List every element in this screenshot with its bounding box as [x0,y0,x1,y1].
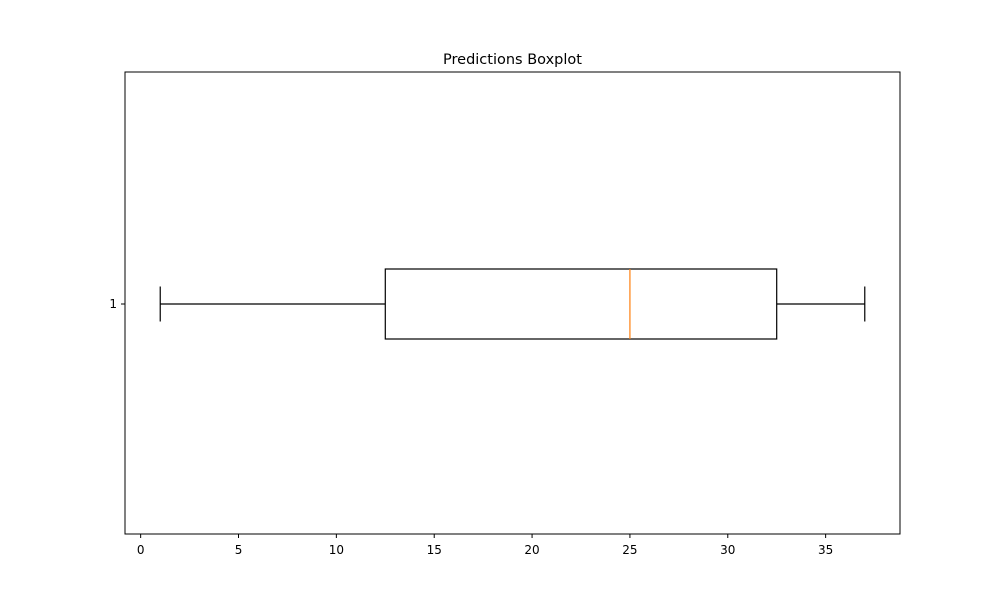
x-tick-label: 30 [720,543,735,557]
x-axis: 0 5 10 15 20 25 30 35 [137,534,833,557]
plot-area-frame [124,71,901,535]
x-tick-label: 20 [524,543,539,557]
x-tick-label: 0 [137,543,145,557]
x-tick-label: 35 [818,543,833,557]
x-tick-label: 15 [427,543,442,557]
y-tick-label: 1 [109,297,117,311]
plot-marks [159,268,866,340]
x-tick-label: 5 [235,543,243,557]
iqr-box [384,268,778,340]
box-group-1 [159,268,866,340]
x-tick-label: 10 [329,543,344,557]
y-axis: 1 [109,297,125,311]
x-tick-label: 25 [622,543,637,557]
chart-title: Predictions Boxplot [443,52,582,68]
